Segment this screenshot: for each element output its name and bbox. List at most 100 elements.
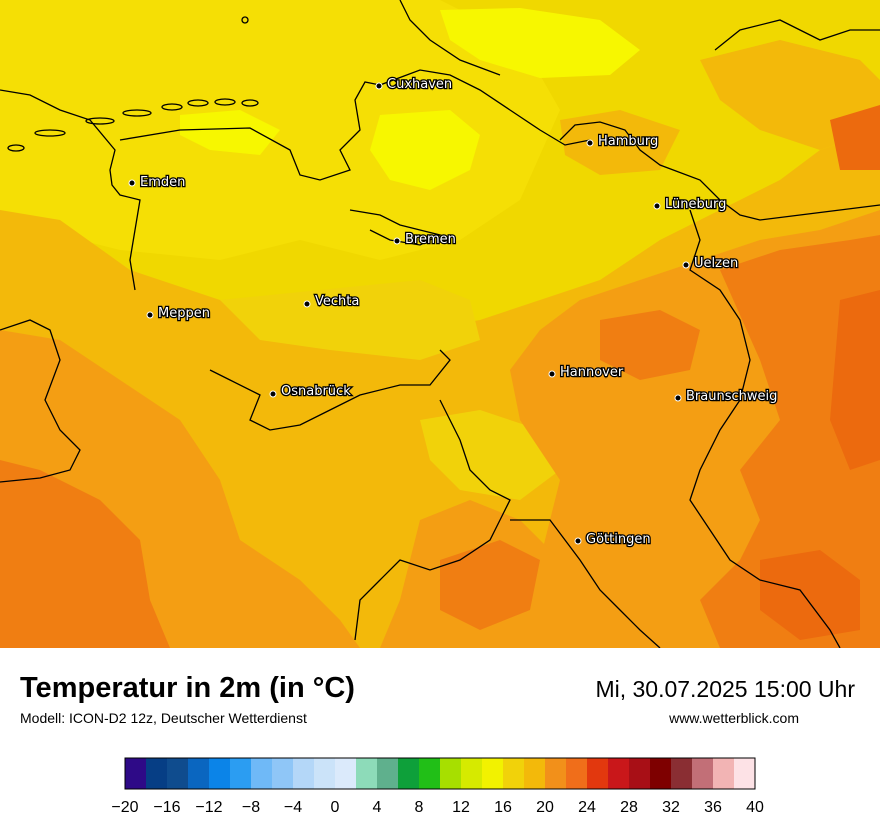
city-label: Emden <box>140 175 185 190</box>
city-dot <box>269 390 277 398</box>
city-label: Uelzen <box>694 256 738 271</box>
border-osnabrueck <box>209 349 451 431</box>
colorbar-tick-label: −8 <box>242 799 260 816</box>
city-meppen[interactable]: Meppen <box>146 305 211 322</box>
city-dot <box>146 311 154 319</box>
colorbar-frame <box>124 757 756 790</box>
city-label: Cuxhaven <box>387 77 452 92</box>
island-langeoog <box>187 99 209 107</box>
city-dot <box>574 537 582 545</box>
border-northeast <box>714 19 880 51</box>
colorbar-tick-label: −20 <box>111 799 138 816</box>
colorbar-tick-label: 12 <box>452 799 470 816</box>
colorbar-tick-label: 0 <box>331 799 340 816</box>
city-label: Meppen <box>158 306 210 321</box>
island-juist <box>85 117 115 125</box>
border-southeast <box>510 519 661 649</box>
field-26c-se <box>760 550 860 640</box>
field-26c-ne <box>830 105 880 170</box>
city-dot <box>375 82 383 90</box>
colorbar-swatch <box>608 758 630 789</box>
city-emden[interactable]: Emden <box>128 174 187 191</box>
city-dot <box>128 179 136 187</box>
colorbar-tick-label: −4 <box>284 799 302 816</box>
field-bright-yellow-c <box>180 110 280 155</box>
colorbar-swatch <box>629 758 651 789</box>
colorbar-swatch <box>209 758 231 789</box>
colorbar-swatch <box>503 758 525 789</box>
city-label: Vechta <box>315 294 359 309</box>
field-bright-yellow-b <box>370 110 480 190</box>
colorbar-swatch <box>566 758 588 789</box>
colorbar-swatch <box>377 758 399 789</box>
city-label: Bremen <box>405 232 456 247</box>
island-wangerooge <box>241 99 259 107</box>
colorbar-swatch <box>314 758 336 789</box>
city-braunschweig[interactable]: Braunschweig <box>674 388 779 405</box>
border-south <box>354 399 511 641</box>
city-goettingen[interactable]: Göttingen <box>574 531 652 548</box>
colorbar-tick-label: 20 <box>536 799 554 816</box>
island-helgoland <box>241 16 249 24</box>
field-18c-mid <box>220 280 480 360</box>
colorbar-tick-label: 28 <box>620 799 638 816</box>
colorbar-swatch <box>482 758 504 789</box>
islands <box>7 16 259 152</box>
city-vechta[interactable]: Vechta <box>303 293 361 310</box>
city-bremen[interactable]: Bremen <box>393 231 457 248</box>
colorbar-swatch <box>419 758 441 789</box>
temperature-map: Cuxhaven Hamburg Emden Lüneburg Bremen U… <box>0 0 880 649</box>
coastline-jade <box>119 81 381 181</box>
field-24c-east <box>700 235 880 648</box>
field-18c-south <box>420 410 560 500</box>
colorbar-swatch <box>167 758 189 789</box>
colorbar-swatch <box>650 758 672 789</box>
island-norderney <box>122 109 152 117</box>
border-north <box>399 0 501 76</box>
colorbar-swatch <box>461 758 483 789</box>
city-dot <box>548 370 556 378</box>
city-dot <box>653 202 661 210</box>
colorbar-swatch <box>293 758 315 789</box>
city-osnabrueck[interactable]: Osnabrück <box>269 383 352 400</box>
map-footer: Temperatur in 2m (in °C) Modell: ICON-D2… <box>0 648 880 830</box>
elbe-river <box>379 69 591 146</box>
city-lueneburg[interactable]: Lüneburg <box>653 196 728 213</box>
city-label: Hannover <box>560 365 624 380</box>
city-dot <box>674 394 682 402</box>
colorbar-swatch <box>545 758 567 789</box>
colorbar-swatch <box>398 758 420 789</box>
colorbar-tick-label: 36 <box>704 799 722 816</box>
forecast-datetime: Mi, 30.07.2025 15:00 Uhr <box>595 676 855 702</box>
model-info: Modell: ICON-D2 12z, Deutscher Wetterdie… <box>20 710 307 726</box>
colorbar-swatch <box>335 758 357 789</box>
city-cuxhaven[interactable]: Cuxhaven <box>375 76 453 93</box>
city-label: Hamburg <box>598 134 658 149</box>
city-hamburg[interactable]: Hamburg <box>586 133 660 150</box>
city-label: Osnabrück <box>281 384 351 399</box>
island-rottumeroog <box>7 144 25 152</box>
map-canvas: Cuxhaven Hamburg Emden Lüneburg Bremen U… <box>0 0 880 649</box>
field-20c-hamburg <box>560 110 680 175</box>
colorbar-swatch <box>251 758 273 789</box>
city-uelzen[interactable]: Uelzen <box>682 255 739 272</box>
city-markers: Cuxhaven Hamburg Emden Lüneburg Bremen U… <box>128 76 779 548</box>
city-label: Göttingen <box>586 532 651 547</box>
city-hannover[interactable]: Hannover <box>548 364 625 381</box>
source-link[interactable]: www.wetterblick.com <box>669 710 799 726</box>
city-label: Braunschweig <box>686 389 777 404</box>
colorbar-tick-label: 32 <box>662 799 680 816</box>
colorbar-swatch <box>734 758 756 789</box>
city-dot <box>682 261 690 269</box>
colorbar-swatch <box>125 758 147 789</box>
colorbar-swatch <box>188 758 210 789</box>
colorbar-swatch <box>440 758 462 789</box>
colorbar-swatch <box>230 758 252 789</box>
border-west <box>0 319 81 483</box>
colorbar-swatch <box>524 758 546 789</box>
colorbar-tick-label: −16 <box>153 799 180 816</box>
colorbar-swatch <box>146 758 168 789</box>
colorbar-swatch <box>356 758 378 789</box>
colorbar-swatch <box>272 758 294 789</box>
field-bright-yellow-a <box>440 8 640 78</box>
